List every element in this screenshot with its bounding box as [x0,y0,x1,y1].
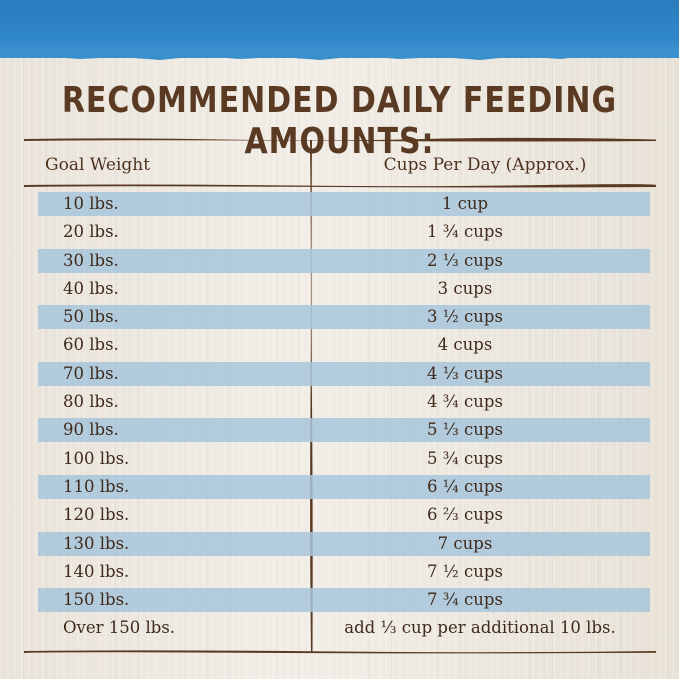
goal-weight-cell: 30 lbs. [63,250,119,270]
header-rule [24,184,656,188]
table-row: 110 lbs. 6 ¼ cups [0,473,679,501]
table-row: 140 lbs. 7 ½ cups [0,558,679,586]
table-row: 20 lbs. 1 ¾ cups [0,218,679,246]
table-row: 150 lbs. 7 ¾ cups [0,586,679,614]
row-stripe [38,418,650,443]
goal-weight-cell: Over 150 lbs. [63,618,176,638]
cups-per-day-cell: 5 ¾ cups [427,448,503,468]
cups-per-day-cell: 7 ¾ cups [427,590,503,610]
cups-per-day-cell: 4 ¾ cups [427,392,503,412]
row-stripe [38,248,650,273]
cups-per-day-cell: 7 cups [437,533,493,553]
page-title: RECOMMENDED DAILY FEEDING AMOUNTS: [61,80,618,163]
goal-weight-cell: 20 lbs. [63,222,119,242]
table-row: 50 lbs. 3 ½ cups [0,303,679,331]
goal-weight-cell: 110 lbs. [63,476,130,496]
goal-weight-cell: 70 lbs. [63,363,119,383]
cups-per-day-cell: add ⅓ cup per additional 10 lbs. [344,618,616,638]
table-row: 70 lbs. 4 ⅓ cups [0,360,679,388]
cups-per-day-cell: 2 ⅓ cups [427,250,503,270]
row-stripe [38,531,650,556]
row-stripe [38,361,650,386]
table-row: 80 lbs. 4 ¾ cups [0,388,679,416]
cups-per-day-cell: 1 ¾ cups [427,222,503,242]
goal-weight-cell: 120 lbs. [63,505,130,525]
header-goal-weight: Goal Weight [45,155,151,175]
header-cups-per-day: Cups Per Day (Approx.) [383,155,587,175]
goal-weight-cell: 90 lbs. [63,420,119,440]
feeding-table: 10 lbs. 1 cup 20 lbs. 1 ¾ cups 30 lbs. 2 ⅓ cu… [0,190,679,643]
goal-weight-cell: 60 lbs. [63,335,119,355]
goal-weight-cell: 100 lbs. [63,448,130,468]
table-row: 120 lbs. 6 ⅔ cups [0,501,679,529]
table-row: 90 lbs. 5 ⅓ cups [0,416,679,444]
table-row: Over 150 lbs. add ⅓ cup per additional 10… [0,614,679,642]
goal-weight-cell: 40 lbs. [63,278,119,298]
cups-per-day-cell: 1 cup [441,194,489,213]
table-row: 40 lbs. 3 cups [0,275,679,303]
goal-weight-cell: 150 lbs. [63,590,130,610]
table-row: 100 lbs. 5 ¾ cups [0,445,679,473]
goal-weight-cell: 130 lbs. [63,533,130,553]
cups-per-day-cell: 3 cups [437,278,493,298]
table-row: 60 lbs. 4 cups [0,331,679,359]
table-row: 10 lbs. 1 cup [0,190,679,218]
goal-weight-cell: 80 lbs. [63,392,119,412]
bottom-rule [24,650,656,654]
column-divider [310,140,313,652]
goal-weight-cell: 50 lbs. [63,307,119,327]
cups-per-day-cell: 7 ½ cups [427,561,503,581]
table-row: 30 lbs. 2 ⅓ cups [0,247,679,275]
row-stripe [38,588,650,613]
goal-weight-cell: 10 lbs. [63,194,119,213]
cups-per-day-cell: 6 ⅔ cups [427,505,503,525]
cups-per-day-cell: 5 ⅓ cups [427,420,503,440]
row-stripe [38,305,650,330]
top-rule [24,137,656,142]
cups-per-day-cell: 3 ½ cups [427,307,503,327]
cups-per-day-cell: 4 cups [437,335,493,355]
row-stripe [38,192,650,216]
band-torn-edge [0,46,679,60]
goal-weight-cell: 140 lbs. [63,561,130,581]
cups-per-day-cell: 4 ⅓ cups [427,363,503,383]
cups-per-day-cell: 6 ¼ cups [427,476,503,496]
row-stripe [38,474,650,499]
table-row: 130 lbs. 7 cups [0,530,679,558]
